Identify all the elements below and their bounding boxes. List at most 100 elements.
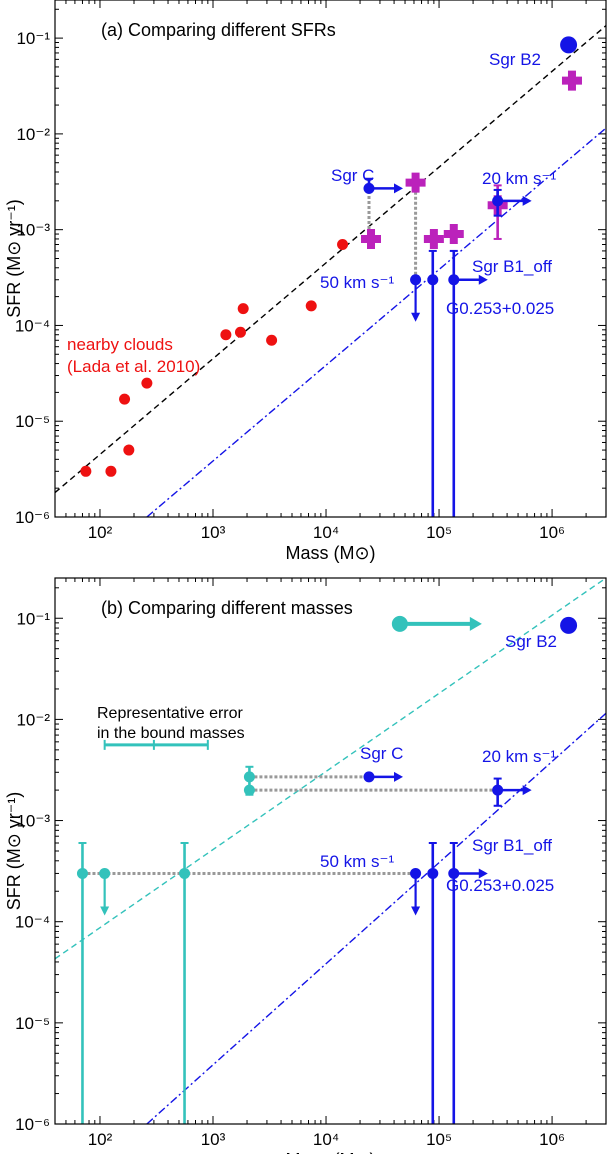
y-tick-label: 10⁻⁵: [15, 412, 50, 431]
uncorrected-cross: [405, 172, 426, 193]
cloud-label: Sgr B1_off: [472, 836, 552, 855]
nearby-cloud-point: [80, 465, 92, 477]
y-tick-label: 10⁻⁶: [15, 508, 50, 527]
mass-limit-arrow-head: [478, 868, 488, 879]
data-point: [448, 274, 460, 286]
panel-a: 10² 10³ 10⁴ 10⁵ 10⁶ 10⁻⁶ 10⁻⁵ 10⁻⁴ 10⁻³ 10⁻² 10⁻¹ M…: [4, 0, 607, 563]
nearby-clouds-label: nearby clouds: [67, 335, 173, 354]
cloud-label: Sgr C: [360, 744, 403, 763]
mass-limit-arrow-head: [478, 274, 488, 285]
mass-limit-arrow-head: [393, 771, 403, 782]
x-tick-label: 10⁶: [539, 1130, 565, 1149]
data-point: [363, 771, 375, 783]
panel-title: (b) Comparing different masses: [101, 598, 353, 618]
y-tick-label: 10⁻⁵: [15, 1014, 50, 1033]
sfr-limit-arrow-head: [411, 312, 421, 322]
cloud-sgr-b1-off: Sgr B1_off: [448, 836, 552, 1124]
x-tick-label: 10²: [88, 523, 113, 542]
sfr-limit-arrow-head: [411, 906, 421, 916]
nearby-clouds: nearby clouds (Lada et al. 2010): [67, 239, 349, 477]
bound-limit-head: [469, 616, 482, 631]
bound-data-point: [76, 867, 88, 879]
cloud-label: 50 km s⁻¹: [320, 273, 394, 292]
big-data-point: [560, 36, 578, 54]
cloud-label: 20 km s⁻¹: [482, 747, 556, 766]
dashdot-relation-line: [146, 712, 606, 1124]
x-tick-label: 10³: [201, 523, 226, 542]
cloud-50-km-s-1: 50 km s⁻¹: [320, 852, 422, 916]
cloud-sgr-b1-off: Sgr B1_off: [448, 249, 552, 517]
plot-frame: [54, 577, 607, 1125]
cloud-label: G0.253+0.025: [446, 876, 554, 895]
bound-data-point: [179, 867, 191, 879]
data-point: [363, 182, 375, 194]
cloud-sgr-c: Sgr C: [331, 166, 403, 194]
mass-limit-arrow-head: [522, 785, 532, 796]
uncorrected-cross: [423, 228, 444, 249]
nearby-cloud-point: [234, 326, 246, 338]
representative-error-label: in the bound masses: [97, 725, 245, 742]
nearby-cloud-point: [141, 377, 153, 389]
y-tick-label: 10⁻⁴: [15, 913, 50, 932]
data-point: [448, 867, 460, 879]
cloud-sgr-b2: Sgr B2: [489, 36, 578, 69]
cloud-label: G0.253+0.025: [446, 299, 554, 318]
nearby-cloud-point: [220, 329, 232, 341]
data-point: [427, 867, 439, 879]
representative-error-label: Representative error: [97, 705, 244, 722]
nearby-cloud-point: [305, 300, 317, 312]
x-axis-label: Mass (M⊙): [285, 1150, 375, 1154]
cloud-g0-253-0-025: G0.253+0.025: [427, 249, 554, 517]
ticks: [54, 0, 607, 518]
nearby-cloud-point: [266, 334, 278, 346]
uncorrected-cross: [561, 70, 582, 91]
cloud-20-km-s-1: 20 km s⁻¹: [482, 169, 556, 217]
cloud-label: 50 km s⁻¹: [320, 852, 394, 871]
x-tick-label: 10²: [88, 1130, 113, 1149]
nearby-cloud-point: [123, 444, 135, 456]
y-tick-label: 10⁻³: [16, 812, 50, 831]
panel-b: 10² 10³ 10⁴ 10⁵ 10⁶ 10⁻⁶ 10⁻⁵ 10⁻⁴ 10⁻³ 10⁻² 10⁻¹ M…: [4, 577, 607, 1154]
y-axis-label: SFR (M⊙ yr⁻¹): [4, 792, 24, 911]
dashed-relation-line: [55, 578, 606, 960]
uncorrected-sfr: [361, 70, 582, 249]
y-tick-label: 10⁻²: [16, 125, 50, 144]
x-tick-label: 10⁴: [313, 523, 339, 542]
plot-frame: [54, 0, 607, 518]
data-point: [410, 274, 422, 286]
bound-data-point: [243, 771, 255, 783]
uncorrected-cross: [361, 228, 382, 249]
nearby-cloud-point: [237, 303, 249, 315]
cloud-label: Sgr C: [331, 166, 374, 185]
uncorrected-cross: [443, 224, 464, 245]
dashdot-relation-line: [146, 127, 606, 517]
bound-data-point: [391, 615, 408, 632]
data-point: [410, 867, 422, 879]
cloud-label: Sgr B1_off: [472, 257, 552, 276]
x-tick-label: 10⁵: [426, 1130, 452, 1149]
y-axis-label: SFR (M⊙ yr⁻¹): [4, 199, 24, 318]
cloud-sgr-c: Sgr C: [360, 744, 403, 783]
data-point: [492, 784, 504, 796]
y-tick-label: 10⁻⁶: [15, 1115, 50, 1134]
nearby-cloud-point: [337, 239, 349, 251]
cloud-20-km-s-1: 20 km s⁻¹: [482, 747, 556, 807]
x-tick-label: 10⁴: [313, 1130, 339, 1149]
mass-limit-arrow-head: [393, 183, 403, 194]
representative-error: Representative error in the bound masses: [97, 705, 245, 750]
data-point: [492, 195, 504, 207]
x-tick-label: 10⁵: [426, 523, 452, 542]
x-tick-label: 10³: [201, 1130, 226, 1149]
cloud-label: Sgr B2: [489, 50, 541, 69]
x-tick-label: 10⁶: [539, 523, 565, 542]
data-point: [427, 274, 439, 286]
big-data-point: [560, 616, 578, 634]
cloud-g0-253-0-025: G0.253+0.025: [427, 841, 554, 1124]
y-tick-label: 10⁻⁴: [15, 316, 50, 335]
y-tick-label: 10⁻³: [16, 221, 50, 240]
nearby-cloud-point: [105, 465, 117, 477]
cloud-sgr-b2: Sgr B2: [505, 616, 578, 651]
y-tick-label: 10⁻¹: [16, 609, 50, 628]
cloud-label: 20 km s⁻¹: [482, 169, 556, 188]
